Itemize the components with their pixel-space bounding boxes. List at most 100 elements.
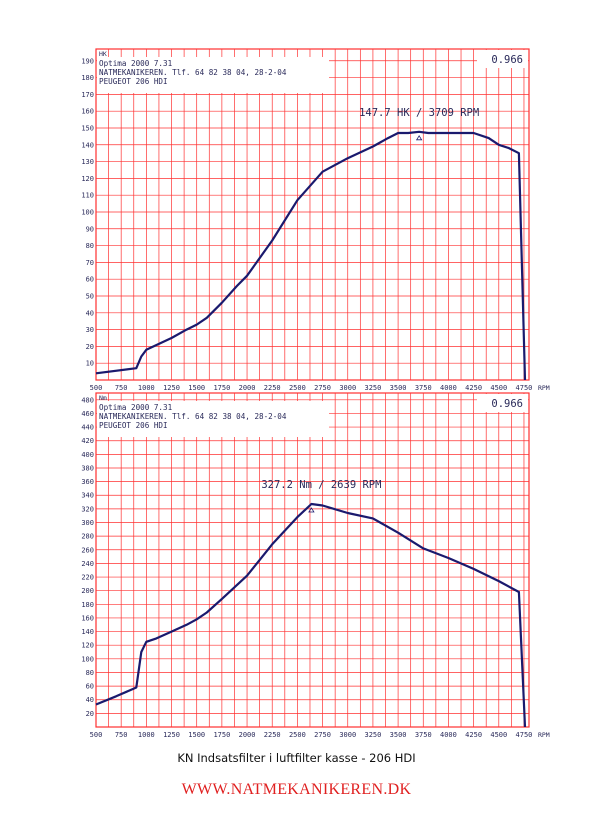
chart2-x-tick-label: 500 (90, 731, 103, 739)
chart1-unit-label: HK (99, 50, 107, 58)
chart2-y-tick-label: 260 (81, 546, 94, 554)
chart1-x-tick-label: 3500 (390, 384, 407, 392)
chart2-x-tick-label: 2250 (264, 731, 281, 739)
chart1-y-tick-label: 40 (86, 309, 94, 317)
chart2-y-tick-label: 120 (81, 642, 94, 650)
chart2-x-tick-label: 4000 (440, 731, 457, 739)
chart2-x-tick-label: 4250 (465, 731, 482, 739)
chart1-y-tick-label: 70 (86, 259, 94, 267)
chart1-x-tick-label: 2500 (289, 384, 306, 392)
chart2-x-axis-label: RPM (538, 731, 550, 739)
chart1-x-tick-label: 1000 (138, 384, 155, 392)
chart2-y-tick-label: 340 (81, 492, 94, 500)
chart2-x-tick-label: 1750 (213, 731, 230, 739)
chart1-corner-value: 0.966 (491, 54, 523, 66)
chart1-x-axis-label: RPM (538, 384, 550, 392)
chart2-series-line (95, 502, 527, 728)
chart1-y-tick-label: 10 (86, 360, 94, 368)
chart2-y-tick-label: 280 (81, 533, 94, 541)
chart2-y-tick-label: 80 (86, 669, 94, 677)
chart1-x-tick-label: 4750 (516, 384, 533, 392)
chart2-y-tick-label: 140 (81, 628, 94, 636)
chart1-x-tick-label: 1250 (163, 384, 180, 392)
chart2-y-tick-label: 40 (86, 696, 94, 704)
chart2-y-tick-label: 400 (81, 451, 94, 459)
footer-website-link[interactable]: WWW.NATMEKANIKEREN.DK (181, 781, 412, 798)
chart1-x-tick-label: 1750 (213, 384, 230, 392)
chart1-header-line: NATMEKANIKEREN. Tlf. 64 82 38 04, 28-2-0… (99, 68, 287, 77)
chart1-y-tick-label: 160 (81, 108, 94, 116)
chart2-corner-box-bg (477, 394, 528, 412)
chart2-y-tick-label: 160 (81, 614, 94, 622)
chart2-header-bg (97, 401, 329, 437)
chart2-y-tick-label: 220 (81, 574, 94, 582)
chart1-y-tick-label: 100 (81, 208, 94, 216)
chart1-x-tick-label: 2000 (239, 384, 256, 392)
chart1-y-tick-label: 130 (81, 158, 94, 166)
chart2-y-tick-label: 420 (81, 437, 94, 445)
chart2-y-tick-label: 380 (81, 464, 94, 472)
chart2-header-line: Optima 2000 7.31 (99, 403, 173, 412)
chart2-header-line: PEUGEOT 206 HDI (99, 421, 168, 430)
chart2-x-tick-label: 1250 (163, 731, 180, 739)
chart1-x-tick-label: 2750 (314, 384, 331, 392)
chart1-x-tick-label: 2250 (264, 384, 281, 392)
chart2-y-tick-label: 180 (81, 601, 94, 609)
chart1-series-line (95, 130, 527, 381)
chart2-x-tick-label: 1000 (138, 731, 155, 739)
chart2-y-tick-label: 100 (81, 655, 94, 663)
chart2-x-tick-label: 2500 (289, 731, 306, 739)
chart1-y-tick-label: 60 (86, 276, 94, 284)
chart1-y-tick-label: 80 (86, 242, 94, 250)
chart2-x-tick-label: 3500 (390, 731, 407, 739)
chart1-y-tick-label: 30 (86, 326, 94, 334)
chart1-x-tick-label: 4250 (465, 384, 482, 392)
chart2-corner-value: 0.966 (491, 398, 523, 410)
chart1-frame (95, 48, 530, 381)
chart2-x-tick-label: 3000 (339, 731, 356, 739)
chart1-peak-annotation: 147.7 HK / 3709 RPM (359, 107, 479, 119)
chart1-y-tick-label: 150 (81, 124, 94, 132)
chart1-y-tick-label: 110 (81, 192, 94, 200)
chart2-peak-marker (308, 507, 315, 513)
chart2-y-tick-label: 360 (81, 478, 94, 486)
chart2-frame (95, 392, 530, 728)
chart2-x-tick-label: 3750 (415, 731, 432, 739)
chart1-x-tick-label: 4000 (440, 384, 457, 392)
chart2-x-tick-label: 2000 (239, 731, 256, 739)
chart1-y-tick-label: 190 (81, 57, 94, 65)
chart1-x-tick-label: 3000 (339, 384, 356, 392)
chart1-y-tick-label: 170 (81, 91, 94, 99)
chart1-y-tick-label: 140 (81, 141, 94, 149)
chart2-x-tick-label: 2750 (314, 731, 331, 739)
chart2-y-tick-label: 240 (81, 560, 94, 568)
chart2-y-tick-label: 460 (81, 410, 94, 418)
chart-caption: KN Indsatsfilter i luftfilter kasse - 20… (177, 751, 416, 765)
chart2-y-tick-label: 300 (81, 519, 94, 527)
chart2-unit-label: Nm (99, 394, 107, 402)
chart1-header-bg (97, 57, 329, 93)
chart2-x-tick-label: 3250 (364, 731, 381, 739)
chart1-y-tick-label: 90 (86, 225, 94, 233)
chart1-x-tick-label: 4500 (490, 384, 507, 392)
chart2-y-tick-label: 320 (81, 505, 94, 513)
chart1-x-tick-label: 3250 (364, 384, 381, 392)
chart1-x-tick-label: 3750 (415, 384, 432, 392)
chart1-y-tick-label: 20 (86, 343, 94, 351)
chart1-y-tick-label: 50 (86, 292, 94, 300)
chart1-y-tick-label: 120 (81, 175, 94, 183)
chart2-y-tick-label: 480 (81, 396, 94, 404)
chart1-x-tick-label: 750 (115, 384, 128, 392)
chart1-peak-marker (415, 135, 423, 141)
chart2-y-tick-label: 440 (81, 424, 94, 432)
chart2-y-tick-label: 200 (81, 587, 94, 595)
chart1-header-line: PEUGEOT 206 HDI (99, 77, 168, 86)
chart1-header-line: Optima 2000 7.31 (99, 59, 173, 68)
chart1-x-tick-label: 500 (90, 384, 103, 392)
chart2-x-tick-label: 750 (115, 731, 128, 739)
chart2-x-tick-label: 4500 (490, 731, 507, 739)
chart2-x-tick-label: 1500 (188, 731, 205, 739)
chart2-y-tick-label: 20 (86, 710, 94, 718)
chart1-x-tick-label: 1500 (188, 384, 205, 392)
